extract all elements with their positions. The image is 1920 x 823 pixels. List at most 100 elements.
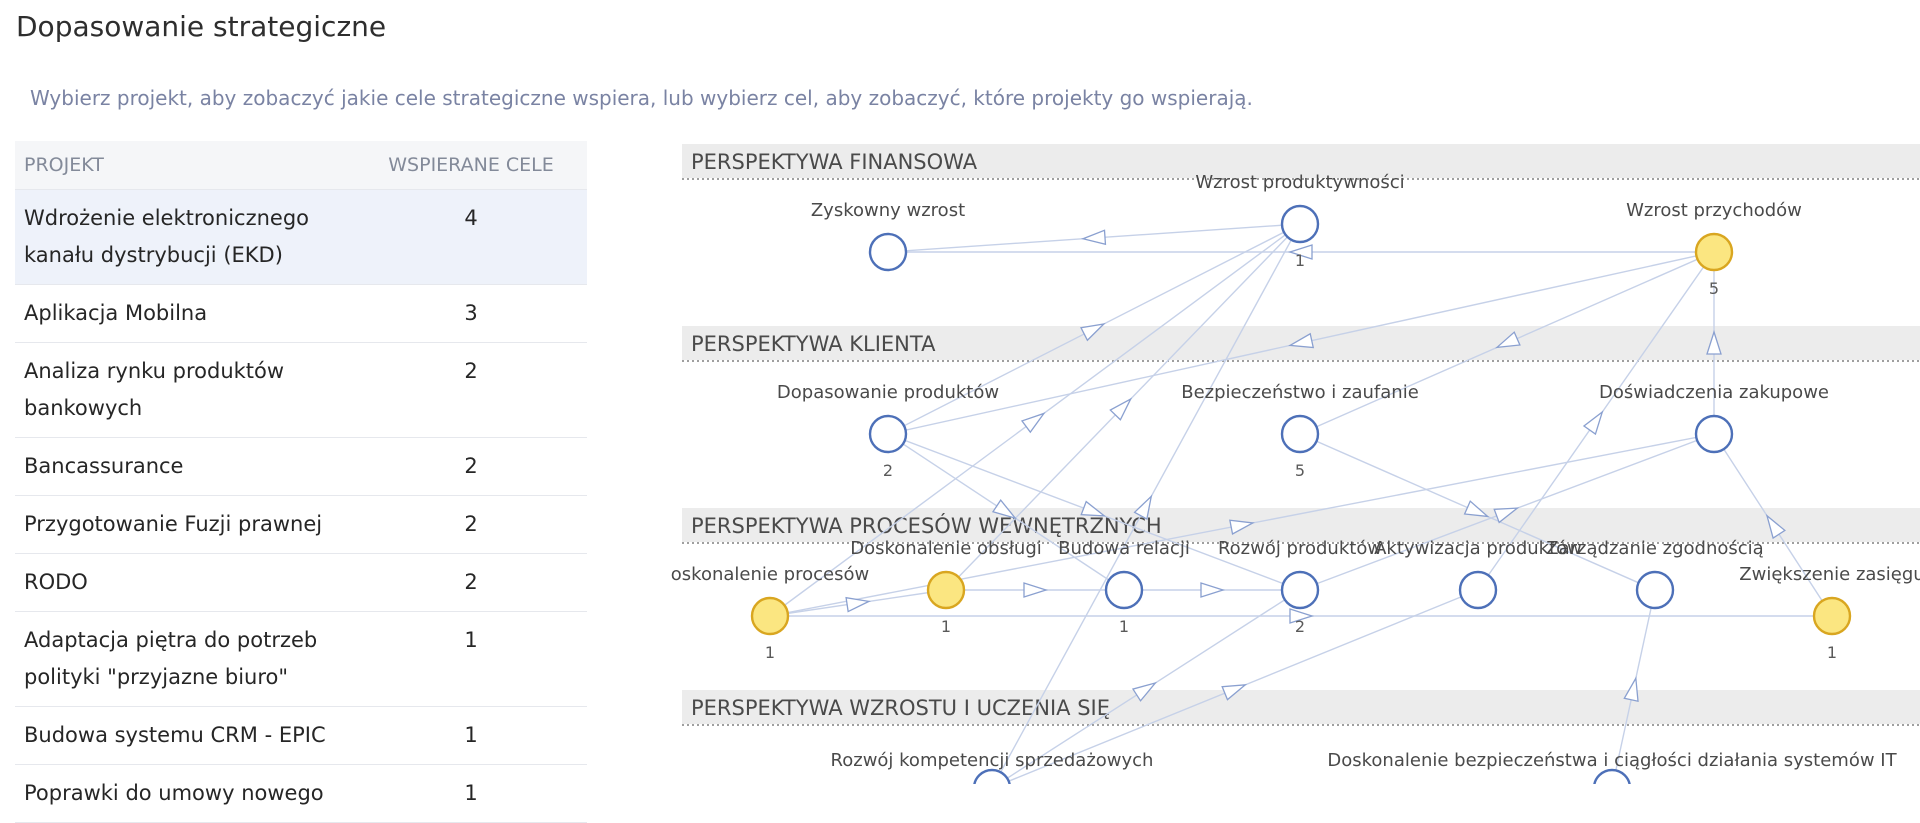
goal-count: 1 <box>1119 617 1129 636</box>
goal-link <box>1713 433 1833 617</box>
goal-circle[interactable] <box>973 768 1011 784</box>
goal-circle[interactable] <box>1593 768 1631 784</box>
goal-link <box>1706 252 1722 434</box>
goal-link <box>887 251 1715 435</box>
goal-link <box>769 589 947 617</box>
table-body: Wdrożenie elektronicznego kanału dystryb… <box>15 190 587 823</box>
goal-circle[interactable] <box>926 570 966 610</box>
goal-node-dopas[interactable]: Dopasowanie produktów 2 <box>777 382 999 480</box>
goal-circle[interactable] <box>1280 570 1320 610</box>
table-row[interactable]: Budowa systemu CRM - EPIC 1 <box>15 707 587 765</box>
arrow-head <box>1288 332 1315 349</box>
project-name: Wdrożenie elektronicznego kanału dystryb… <box>24 206 310 267</box>
goal-circle[interactable] <box>1458 570 1498 610</box>
goal-circle[interactable] <box>1280 204 1320 244</box>
goal-node-kompsp[interactable]: Rozwój kompetencji sprzedażowych <box>831 750 1154 784</box>
project-name: Aplikacja Mobilna <box>24 301 208 325</box>
goal-count: 2 <box>883 461 893 480</box>
table-row[interactable]: Bancassurance 2 <box>15 438 587 496</box>
table-row[interactable]: Przygotowanie Fuzji prawnej 2 <box>15 496 587 554</box>
goal-link <box>769 223 1301 617</box>
arrow-head <box>1080 229 1107 246</box>
goal-count: 1 <box>765 643 775 662</box>
arrow-head <box>1200 582 1226 598</box>
goal-label: Wzrost produktywności <box>1195 172 1404 193</box>
goal-node-zysk[interactable]: Zyskowny wzrost <box>811 200 965 272</box>
goal-node-prod[interactable]: Wzrost produktywności 1 <box>1195 172 1404 270</box>
goal-node-doskob[interactable]: Doskonalenie obsługi 1 <box>850 538 1042 636</box>
goal-label: Rozwój produktów <box>1218 538 1382 559</box>
goal-circle[interactable] <box>868 414 908 454</box>
goal-link <box>996 589 1301 784</box>
goal-count: 1 <box>1827 643 1837 662</box>
goal-circle[interactable] <box>1280 414 1320 454</box>
table-row[interactable]: Aplikacja Mobilna 3 <box>15 285 587 343</box>
goal-link <box>1477 251 1715 591</box>
goal-node-przych[interactable]: Wzrost przychodów 5 <box>1626 200 1802 298</box>
goal-link <box>999 589 1479 784</box>
goal-label: Wzrost przychodów <box>1626 200 1802 221</box>
project-name: RODO <box>24 570 88 594</box>
goal-link <box>887 223 1301 435</box>
arrow-head <box>1289 608 1315 624</box>
goal-node-doskpr[interactable]: oskonalenie procesów 1 <box>671 564 869 662</box>
perspective-title: PERSPEKTYWA KLIENTA <box>691 332 936 356</box>
arrow-head <box>991 498 1017 520</box>
arrow-head <box>845 596 872 613</box>
goals-count: 2 <box>464 454 478 478</box>
goal-link <box>945 223 1301 591</box>
page-title: Dopasowanie strategiczne <box>16 10 387 43</box>
goals-count: 3 <box>464 301 478 325</box>
table-row[interactable]: Analiza rynku produktów bankowych 2 <box>15 343 587 438</box>
goal-count: 5 <box>1295 461 1305 480</box>
goal-circle[interactable] <box>1812 596 1852 636</box>
goal-label: Doskonalenie obsługi <box>850 538 1042 559</box>
table-row[interactable]: RODO 2 <box>15 554 587 612</box>
arrow-head <box>1494 331 1521 349</box>
arrow-head <box>1109 397 1133 421</box>
goal-node-rozprod[interactable]: Rozwój produktów 2 <box>1218 538 1382 636</box>
goal-label: Rozwój kompetencji sprzedażowych <box>831 750 1154 771</box>
goal-circle[interactable] <box>750 596 790 636</box>
goal-node-bezpit[interactable]: Doskonalenie bezpieczeństwa i ciągłości … <box>1327 750 1898 784</box>
goal-node-zasieg[interactable]: Zwiększenie zasięgu 1 <box>1739 564 1920 662</box>
goal-link <box>993 223 1301 784</box>
goal-circle[interactable] <box>1694 232 1734 272</box>
goal-node-dosw[interactable]: Doświadczenia zakupowe <box>1599 382 1829 454</box>
arrow-head <box>1765 513 1786 540</box>
goal-label: Dopasowanie produktów <box>777 382 999 403</box>
arrow-head <box>1623 676 1639 703</box>
table-header: PROJEKT WSPIERANE CELE <box>15 141 587 190</box>
goal-count: 2 <box>1295 617 1305 636</box>
goal-node-zarz[interactable]: Zarządzanie zgodnością <box>1546 538 1764 610</box>
table-row[interactable]: Wdrożenie elektronicznego kanału dystryb… <box>15 190 587 285</box>
strategy-map: PERSPEKTYWA FINANSOWA PERSPEKTYWA KLIENTA… <box>671 144 1920 784</box>
goal-circle[interactable] <box>1635 570 1675 610</box>
goal-label: Zarządzanie zgodnością <box>1546 538 1763 559</box>
goal-circle[interactable] <box>1104 570 1144 610</box>
goals-count: 2 <box>464 570 478 594</box>
goal-node-aktyw[interactable]: Aktywizacja produktów <box>1374 538 1582 610</box>
projects-table: PROJEKT WSPIERANE CELE Wdrożenie elektro… <box>15 141 587 823</box>
goal-circle[interactable] <box>1694 414 1734 454</box>
table-row[interactable]: Adaptacja piętra do potrzeb polityki "pr… <box>15 612 587 707</box>
goal-node-budrel[interactable]: Budowa relacji 1 <box>1058 538 1190 636</box>
arrow-head <box>1582 410 1604 436</box>
project-name: Adaptacja piętra do potrzeb polityki "pr… <box>24 628 318 689</box>
goals-count: 2 <box>464 512 478 536</box>
arrow-head <box>1287 244 1313 260</box>
goal-count: 1 <box>941 617 951 636</box>
arrow-head <box>1080 500 1107 517</box>
header-goals: WSPIERANE CELE <box>388 154 554 176</box>
goals-count: 2 <box>464 359 478 383</box>
arrow-head <box>1131 681 1158 702</box>
goal-link <box>946 582 1124 598</box>
goal-link <box>1299 251 1715 435</box>
goal-link <box>887 433 1125 591</box>
goal-link <box>1124 582 1300 598</box>
arrow-head <box>1493 507 1520 524</box>
goals-count: 1 <box>464 723 478 747</box>
goal-circle[interactable] <box>868 232 908 272</box>
arrow-head <box>1229 519 1255 535</box>
goal-node-bezp[interactable]: Bezpieczeństwo i zaufanie 5 <box>1181 382 1419 480</box>
